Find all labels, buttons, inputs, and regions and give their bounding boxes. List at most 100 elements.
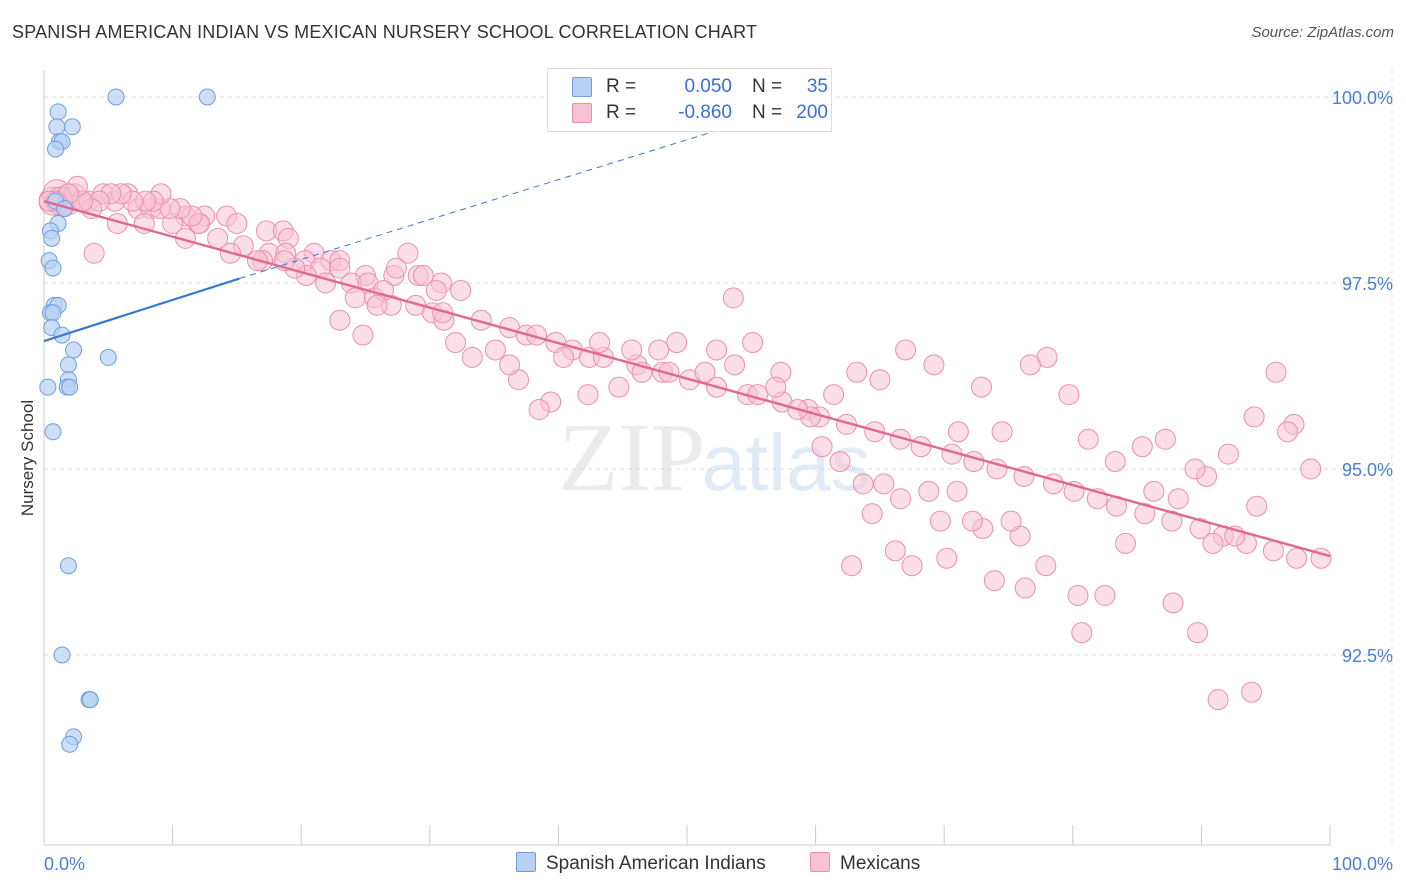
y-tick-label: 95.0% [1342, 460, 1393, 480]
mexicans-point [658, 361, 680, 383]
mexicans-point [694, 361, 716, 383]
mexicans-point [961, 510, 983, 532]
legend-n-label: N = [752, 102, 783, 123]
legend-r-label: R = [606, 76, 637, 97]
mexicans-point [621, 339, 643, 361]
mexicans-point [329, 257, 351, 279]
mexicans-point [83, 242, 105, 264]
mexicans-point [412, 265, 434, 287]
mexicans-point [946, 480, 968, 502]
spanish-american-indians-point [44, 423, 62, 441]
spanish-american-indians-point [59, 356, 77, 374]
mexicans-point [963, 451, 985, 473]
mexicans-point [1131, 436, 1153, 458]
mexicans-point [864, 421, 886, 443]
trend-lines [43, 111, 1331, 558]
trend-line-spanish-american-indians [43, 277, 240, 343]
axes [43, 70, 1331, 846]
mexicans-point [706, 339, 728, 361]
mexicans-point [666, 332, 688, 354]
mexicans-point [983, 570, 1005, 592]
mexicans-point [841, 555, 863, 577]
mexicans-point [553, 346, 575, 368]
spanish-american-indians-point [59, 557, 77, 575]
spanish-american-indians-point [43, 229, 61, 247]
mexicans-point [1246, 495, 1268, 517]
legend-label-mexicans: Mexicans [840, 853, 921, 874]
mexicans-point [329, 309, 351, 331]
legend-r-label: R = [606, 102, 637, 123]
spanish-american-indians-point [81, 691, 99, 709]
mexicans-point [724, 354, 746, 376]
spanish-american-indians-point [107, 88, 125, 106]
mexicans-point [1071, 622, 1093, 644]
mexicans-point [765, 376, 787, 398]
mexicans-point [1241, 681, 1263, 703]
legend-n-value: 35 [806, 76, 828, 97]
mexicans-point [884, 540, 906, 562]
legend-n-label: N = [752, 76, 783, 97]
mexicans-point [829, 451, 851, 473]
mexicans-point [1243, 406, 1265, 428]
mexicans-point [344, 287, 366, 309]
legend-r-value: -0.860 [678, 102, 732, 123]
watermark: ZIP atlas [559, 404, 871, 512]
x-tick-label-start: 0.0% [44, 854, 85, 874]
mexicans-point [747, 384, 769, 406]
spanish-american-indians-point [198, 88, 216, 106]
mexicans-point [1094, 584, 1116, 606]
source-credit: Source: ZipAtlas.com [1251, 24, 1394, 41]
mexicans-point [1154, 428, 1176, 450]
x-tick-label-end: 100.0% [1332, 854, 1393, 874]
mexicans-point [608, 376, 630, 398]
mexicans-point [1161, 510, 1183, 532]
mexicans-point [226, 212, 248, 234]
mexicans-point [1000, 510, 1022, 532]
mexicans-point [385, 257, 407, 279]
mexicans-point [1067, 584, 1089, 606]
legend-n-value: 200 [796, 102, 828, 123]
mexicans-point [1207, 689, 1229, 711]
mexicans-point [947, 421, 969, 443]
mexicans-point [1217, 443, 1239, 465]
mexicans-point [1143, 480, 1165, 502]
spanish-american-indians-point [47, 140, 65, 158]
mexicans-point [577, 384, 599, 406]
mexicans-point [852, 473, 874, 495]
mexicans-point [425, 279, 447, 301]
mexicans-point [1300, 458, 1322, 480]
mexicans-point [445, 332, 467, 354]
mexicans-point [499, 354, 521, 376]
mexicans-point [895, 339, 917, 361]
mexicans-point [1134, 503, 1156, 525]
grid-lines [44, 70, 1393, 845]
y-tick-label: 92.5% [1342, 646, 1393, 666]
mexicans-point [1014, 577, 1036, 599]
watermark-zip: ZIP [559, 404, 706, 512]
legend-label-spanish-american-indians: Spanish American Indians [546, 853, 766, 874]
mexicans-point [910, 436, 932, 458]
spanish-american-indians-point [65, 341, 83, 359]
spanish-american-indians-point [44, 304, 62, 322]
mexicans-point [873, 473, 895, 495]
legend-swatch-blue [572, 77, 592, 97]
legend-swatch-pink [810, 852, 830, 872]
bottom-legend-mexicans: Mexicans [810, 852, 920, 875]
bottom-legend-spanish-american-indians: Spanish American Indians [516, 852, 766, 875]
mexicans-point [929, 510, 951, 532]
spanish-american-indians-point [48, 118, 66, 136]
spanish-american-indians-point [49, 103, 67, 121]
mexicans-point [1184, 458, 1206, 480]
mexicans-point [1035, 555, 1057, 577]
mexicans-point [1077, 428, 1099, 450]
spanish-american-indians-point [99, 348, 117, 366]
spanish-american-indians-points [39, 88, 216, 753]
mexicans-point [923, 354, 945, 376]
mexicans-point [861, 503, 883, 525]
mexicans-point [970, 376, 992, 398]
mexicans-point [589, 332, 611, 354]
mexicans-point [1189, 518, 1211, 540]
mexicans-point [901, 555, 923, 577]
spanish-american-indians-point [61, 735, 79, 753]
